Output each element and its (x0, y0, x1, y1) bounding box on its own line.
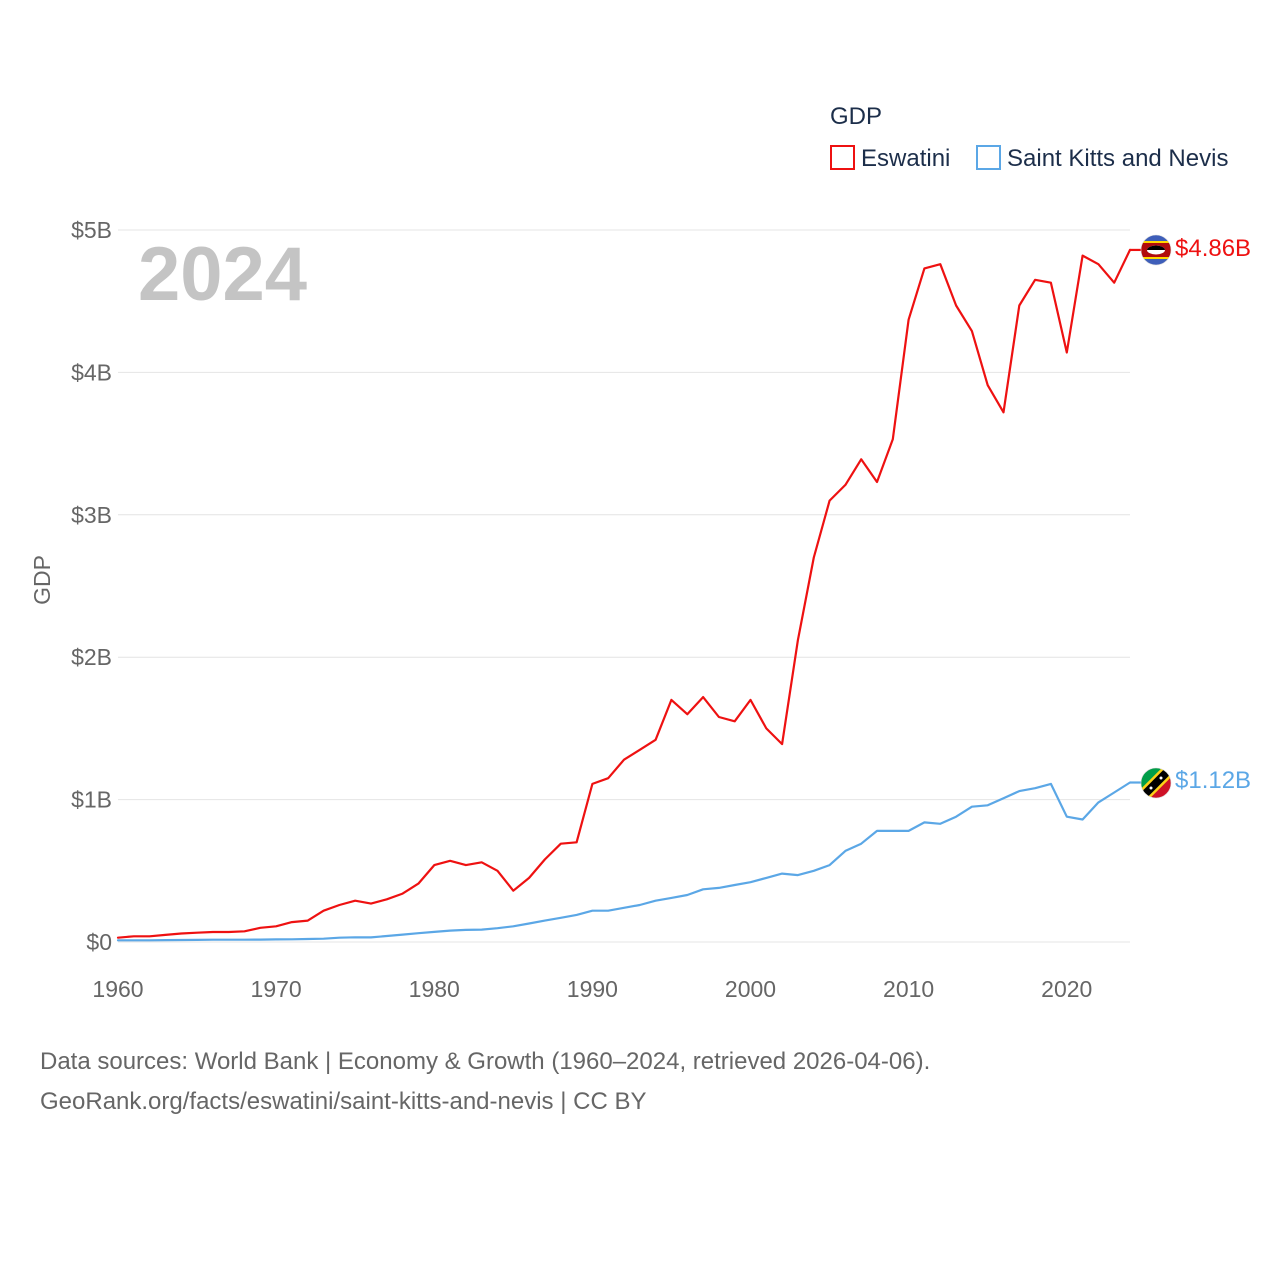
legend-swatch-eswatini[interactable] (830, 145, 855, 170)
x-axis: 1960 1970 1980 1990 2000 2010 2020 (92, 976, 1092, 1002)
y-axis-title: GDP (29, 555, 55, 605)
legend-title: GDP (830, 103, 882, 130)
y-tick-label: $5B (71, 217, 112, 243)
eswatini-flag-icon (1141, 235, 1171, 265)
x-tick-label: 1990 (567, 976, 618, 1002)
end-label-saint-kitts-and-nevis: $1.12B (1175, 767, 1251, 794)
x-tick-label: 2020 (1041, 976, 1092, 1002)
y-tick-label: $0 (86, 929, 112, 955)
source-link[interactable]: GeoRank.org/facts/eswatini/saint-kitts-a… (40, 1088, 647, 1115)
y-tick-label: $2B (71, 644, 112, 670)
x-tick-label: 1970 (251, 976, 302, 1002)
data-source-note: Data sources: World Bank | Economy & Gro… (40, 1048, 931, 1075)
y-tick-label: $4B (71, 359, 112, 385)
y-tick-label: $3B (71, 502, 112, 528)
x-tick-label: 1980 (409, 976, 460, 1002)
legend-swatch-saint-kitts-and-nevis[interactable] (976, 145, 1001, 170)
series-line-saint-kitts-and-nevis[interactable] (116, 781, 1132, 942)
end-label-eswatini: $4.86B (1175, 235, 1251, 262)
series-lines (116, 248, 1141, 942)
saint-kitts-and-nevis-flag-icon (1141, 768, 1171, 798)
footer: Data sources: World Bank | Economy & Gro… (40, 1042, 930, 1122)
series-line-eswatini[interactable] (116, 248, 1132, 939)
legend-label-eswatini[interactable]: Eswatini (861, 145, 950, 172)
y-axis: $0 $1B $2B $3B $4B $5B (71, 217, 112, 955)
legend-label-saint-kitts-and-nevis[interactable]: Saint Kitts and Nevis (1007, 145, 1228, 172)
gdp-line-chart: $0 $1B $2B $3B $4B $5B 1960 1970 1980 1990 2000 20… (29, 103, 1251, 1002)
y-tick-label: $1B (71, 787, 112, 813)
x-tick-label: 1960 (92, 976, 143, 1002)
legend: GDP Eswatini Saint Kitts and Nevis (830, 103, 1228, 172)
x-tick-label: 2000 (725, 976, 776, 1002)
year-label: 2024 (138, 232, 307, 317)
x-tick-label: 2010 (883, 976, 934, 1002)
gridlines (118, 229, 1130, 943)
